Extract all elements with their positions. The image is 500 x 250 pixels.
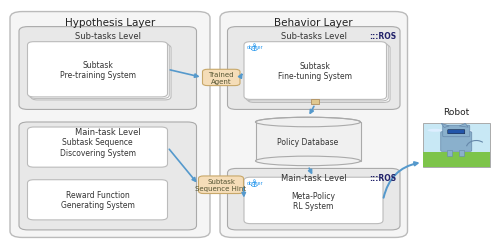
Text: Policy Database: Policy Database xyxy=(278,138,338,146)
Text: ⚓: ⚓ xyxy=(249,178,258,188)
Text: docker: docker xyxy=(246,45,264,50)
Text: Sub-tasks Level: Sub-tasks Level xyxy=(281,32,347,41)
FancyBboxPatch shape xyxy=(28,42,168,98)
FancyBboxPatch shape xyxy=(246,44,388,102)
Ellipse shape xyxy=(428,129,442,132)
FancyBboxPatch shape xyxy=(441,132,472,152)
FancyBboxPatch shape xyxy=(202,70,240,86)
Bar xyxy=(311,100,319,104)
FancyBboxPatch shape xyxy=(228,28,400,110)
Ellipse shape xyxy=(256,118,360,127)
Bar xyxy=(448,150,452,156)
FancyBboxPatch shape xyxy=(448,130,465,134)
Bar xyxy=(422,124,490,168)
FancyBboxPatch shape xyxy=(220,12,408,237)
FancyBboxPatch shape xyxy=(248,46,390,103)
Text: docker: docker xyxy=(246,180,264,185)
FancyBboxPatch shape xyxy=(244,42,386,100)
FancyBboxPatch shape xyxy=(28,128,168,168)
FancyBboxPatch shape xyxy=(19,122,197,230)
Bar xyxy=(256,122,360,161)
Text: ⚓: ⚓ xyxy=(249,43,258,53)
Text: Meta-Policy
RL System: Meta-Policy RL System xyxy=(292,191,336,210)
Polygon shape xyxy=(442,124,449,128)
Ellipse shape xyxy=(458,130,472,133)
Ellipse shape xyxy=(256,156,360,166)
Text: Subtask Sequence
Discovering System: Subtask Sequence Discovering System xyxy=(60,138,136,157)
Text: :::ROS: :::ROS xyxy=(369,32,396,41)
Bar xyxy=(422,152,490,168)
Text: Hypothesis Layer: Hypothesis Layer xyxy=(65,18,155,28)
Text: Main-task Level: Main-task Level xyxy=(281,173,346,182)
FancyBboxPatch shape xyxy=(29,44,169,99)
FancyBboxPatch shape xyxy=(19,28,197,110)
Text: Main-task Level: Main-task Level xyxy=(75,127,140,136)
Text: Behavior Layer: Behavior Layer xyxy=(274,18,353,28)
Polygon shape xyxy=(459,124,468,128)
Text: :::ROS: :::ROS xyxy=(369,173,396,182)
Text: Subtask
Fine-tuning System: Subtask Fine-tuning System xyxy=(278,62,352,81)
Text: Trained
Agent: Trained Agent xyxy=(208,72,234,85)
Bar xyxy=(459,150,464,156)
FancyBboxPatch shape xyxy=(443,126,470,137)
FancyBboxPatch shape xyxy=(10,12,210,237)
Text: Robot: Robot xyxy=(443,107,469,116)
FancyBboxPatch shape xyxy=(244,178,383,224)
Text: Reward Function
Generating System: Reward Function Generating System xyxy=(60,190,134,210)
FancyBboxPatch shape xyxy=(31,46,171,100)
FancyBboxPatch shape xyxy=(198,176,244,194)
Text: Subtask
Sequence Hint: Subtask Sequence Hint xyxy=(196,178,246,192)
Text: Sub-tasks Level: Sub-tasks Level xyxy=(75,32,141,41)
FancyBboxPatch shape xyxy=(28,180,168,220)
Text: Subtask
Pre-training System: Subtask Pre-training System xyxy=(60,60,136,80)
FancyBboxPatch shape xyxy=(228,169,400,230)
